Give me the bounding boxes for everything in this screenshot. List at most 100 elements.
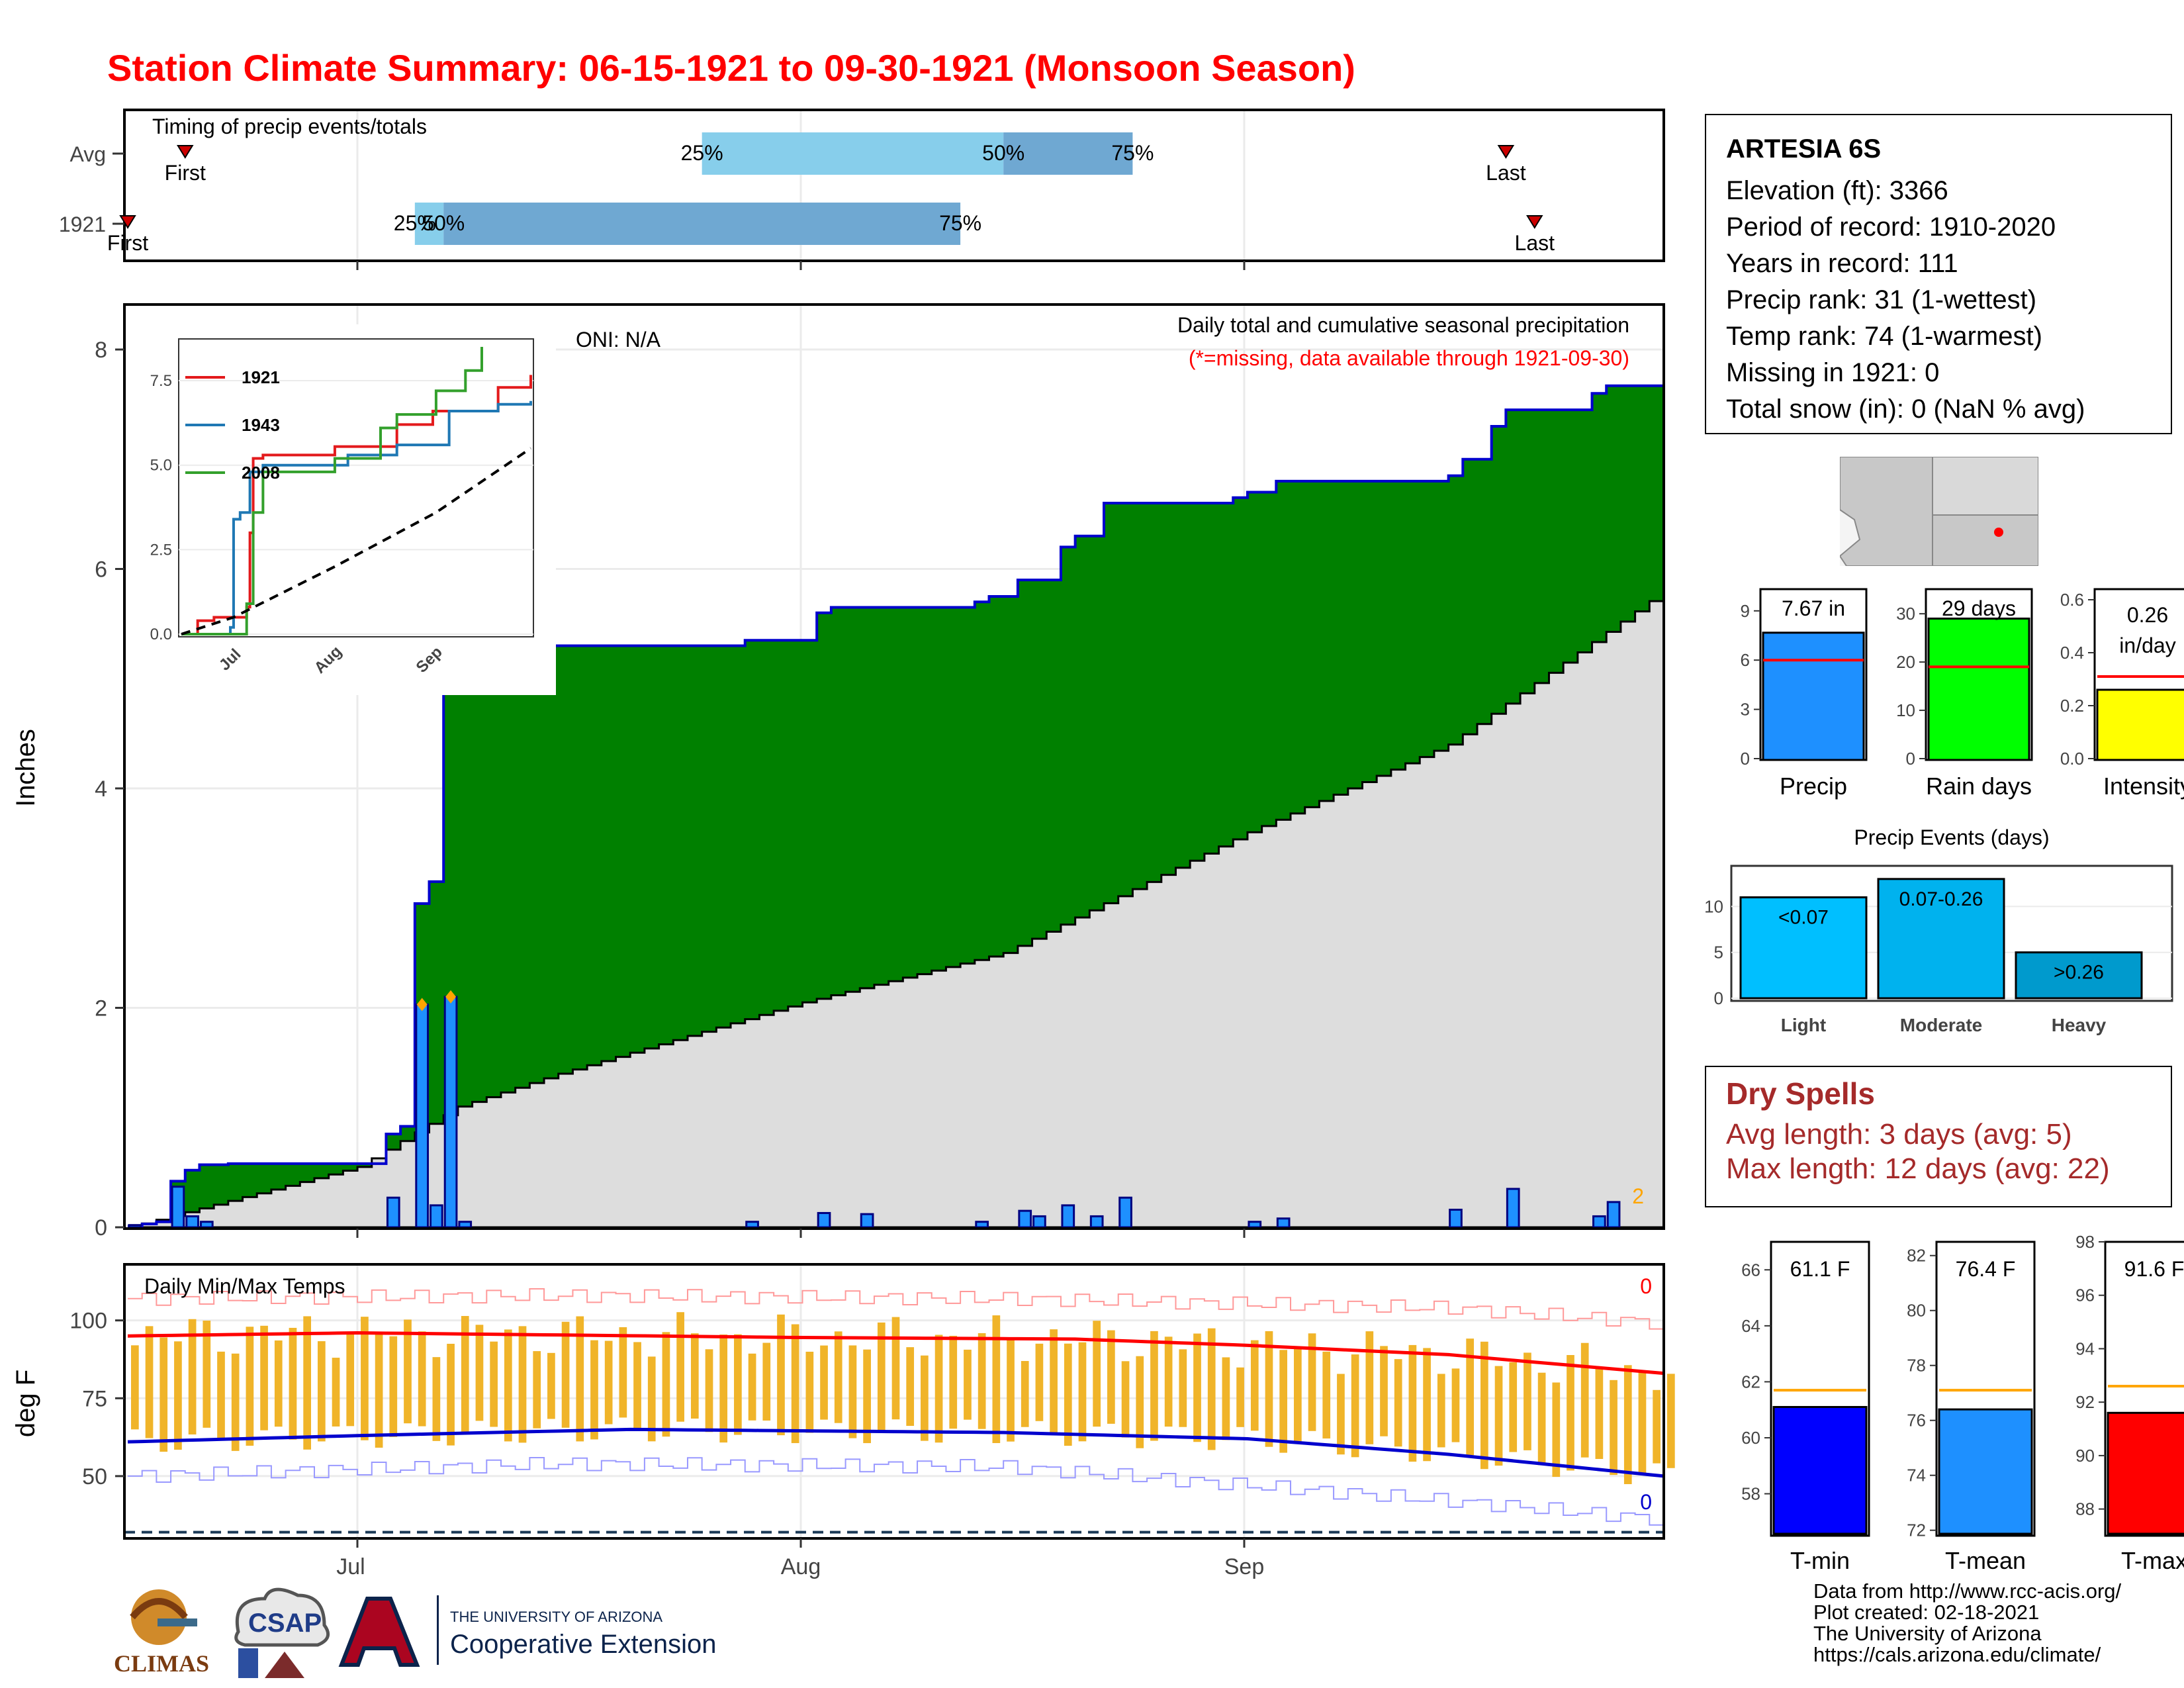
last-marker	[1497, 145, 1515, 159]
daily-temp-bar	[1351, 1354, 1359, 1458]
daily-precip-bar	[199, 1221, 214, 1229]
extreme-marker	[416, 998, 428, 1011]
summary-bar-label: Rain days	[1926, 773, 2032, 800]
daily-temp-bar	[848, 1345, 857, 1438]
inset-series-line	[181, 375, 532, 635]
daily-temp-bar	[1207, 1328, 1216, 1450]
daily-temp-bar	[432, 1357, 441, 1441]
extreme-marker	[445, 990, 457, 1004]
daily-temp-bar	[1580, 1342, 1589, 1458]
daily-precip-bar	[975, 1221, 989, 1229]
daily-temp-bar	[1294, 1347, 1302, 1442]
ua-logo: THE UNIVERSITY OF ARIZONA Cooperative Ex…	[338, 1595, 716, 1667]
events-y-tick: 0	[1714, 988, 1723, 1008]
daily-temp-bar	[576, 1316, 584, 1442]
daily-temp-bar	[231, 1353, 240, 1451]
main-title: Station Climate Summary: 06-15-1921 to 0…	[107, 47, 1355, 89]
events-title: Precip Events (days)	[1854, 825, 2049, 849]
station-line: Missing in 1921: 0	[1726, 358, 1940, 387]
record-max-line	[128, 1288, 1664, 1330]
timing-p25: 25%	[394, 211, 436, 235]
daily-temp-bar	[246, 1327, 254, 1446]
daily-temp-bar	[404, 1319, 412, 1424]
precip-events-chart: Precip Events (days) 0 5 10 <0.07 Light 0.07-0…	[1704, 825, 2173, 1035]
daily-temp-bar	[1150, 1331, 1158, 1441]
daily-temp-bar	[949, 1335, 958, 1429]
summary-y-tick: 0.6	[2060, 590, 2084, 610]
chart-subtitle: Daily total and cumulative seasonal prec…	[1177, 313, 1629, 337]
daily-temp-bar	[1380, 1346, 1388, 1436]
daily-temp-bar	[174, 1341, 182, 1450]
first-marker	[176, 145, 194, 159]
station-location-marker	[1994, 528, 2003, 537]
y-tick-label: 8	[95, 338, 107, 363]
daily-temp-bar	[1308, 1333, 1316, 1431]
daily-temp-bar	[303, 1316, 311, 1450]
daily-temp-bar	[461, 1316, 469, 1433]
daily-temp-bar	[719, 1335, 728, 1443]
daily-temp-bar	[1050, 1329, 1058, 1433]
tsumm-value-label: 91.6 F	[2124, 1257, 2184, 1281]
inset-y-tick: 7.5	[150, 372, 172, 390]
daily-temp-bar	[1078, 1342, 1087, 1442]
y-axis-label: Inches	[11, 729, 40, 807]
station-line: Years in record: 111	[1726, 249, 1958, 278]
tsumm-y-tick: 94	[2075, 1338, 2095, 1358]
daily-temp-bar	[992, 1315, 1001, 1444]
tsumm-y-tick: 62	[1741, 1372, 1760, 1391]
summary-y-tick: 0.4	[2060, 643, 2084, 663]
daily-temp-bar	[1394, 1359, 1402, 1447]
tsumm-y-tick: 90	[2075, 1446, 2095, 1466]
temp-chart: 50 75 100 Jul Aug Sep Daily Min/Max Temps deg F…	[11, 1263, 1675, 1579]
daily-temp-bar	[647, 1356, 656, 1442]
climas-logo-text: CLIMAS	[114, 1650, 209, 1677]
daily-temp-bar	[1494, 1366, 1503, 1466]
daily-precip-bar	[860, 1213, 874, 1229]
daily-temp-bar	[447, 1344, 455, 1446]
daily-precip-bar	[171, 1186, 185, 1229]
first-label: First	[165, 161, 206, 185]
cumulative-precip-line	[128, 384, 1664, 1228]
daily-precip-bar	[1032, 1215, 1046, 1229]
daily-temp-bar	[1136, 1356, 1144, 1448]
tsumm-y-tick: 98	[2075, 1232, 2095, 1252]
csap-logo: CSAP	[234, 1587, 330, 1678]
tsumm-y-tick: 64	[1741, 1316, 1760, 1336]
temp-y-axis-label: deg F	[11, 1370, 40, 1437]
tsumm-y-tick: 66	[1741, 1260, 1760, 1280]
daily-temp-bar	[662, 1332, 670, 1437]
daily-precip-bar	[386, 1196, 400, 1229]
daily-temp-bar	[676, 1312, 684, 1422]
daily-temp-bar	[1595, 1368, 1604, 1459]
inset-legend-label: 2008	[242, 463, 280, 483]
daily-temp-bar	[1638, 1371, 1647, 1476]
daily-precip-bar	[1061, 1204, 1075, 1229]
daily-temp-bar	[1064, 1343, 1072, 1446]
daily-temp-bar	[418, 1331, 426, 1427]
summary-y-tick: 10	[1896, 700, 1915, 720]
daily-temp-bar	[1193, 1333, 1201, 1442]
daily-precip-bar	[128, 1224, 142, 1229]
station-line: Elevation (ft): 3366	[1726, 176, 1948, 205]
tsumm-y-tick: 72	[1907, 1521, 1926, 1540]
location-map	[1840, 457, 2038, 566]
timing-p75: 75%	[939, 211, 981, 235]
daily-temp-bar	[1365, 1331, 1374, 1444]
daily-temp-bar	[389, 1336, 398, 1437]
station-line: Total snow (in): 0 (NaN % avg)	[1726, 395, 2085, 424]
daily-temp-bar	[533, 1351, 541, 1429]
summary-y-tick: 9	[1741, 601, 1750, 621]
avg-min-line	[127, 1427, 1664, 1478]
daily-temp-bar	[734, 1334, 742, 1435]
daily-temp-bar	[260, 1325, 268, 1430]
events-x-tick: Heavy	[2052, 1015, 2107, 1035]
events-bar-label: 0.07-0.26	[1899, 888, 1983, 910]
daily-temp-bar	[863, 1349, 871, 1444]
daily-temp-bar	[633, 1342, 641, 1429]
inset-average-line	[181, 447, 532, 635]
daily-temp-bar	[748, 1353, 756, 1421]
events-bar	[2015, 951, 2143, 1000]
timing-box-lower	[702, 132, 1004, 175]
inset-frame	[178, 338, 534, 637]
